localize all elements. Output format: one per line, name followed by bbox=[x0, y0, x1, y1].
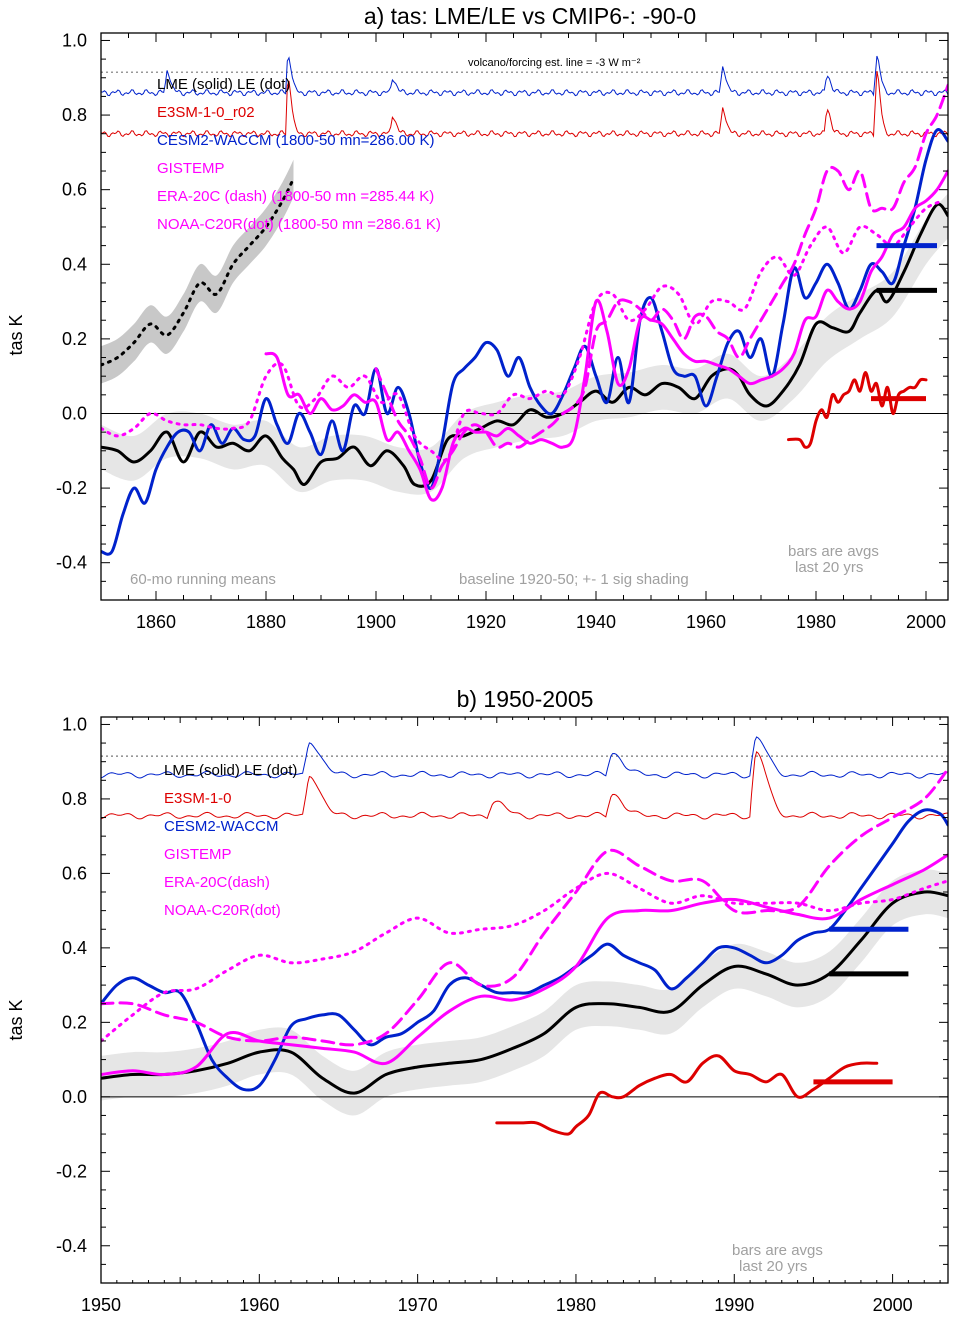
series-lme bbox=[101, 890, 948, 1095]
panel-b-bars bbox=[813, 926, 909, 1085]
y-tick-label: 0.2 bbox=[62, 329, 87, 349]
panel-b-legend-lme: LME (solid) LE (dot) bbox=[164, 762, 297, 779]
series-e3sm-1-0 bbox=[495, 1054, 879, 1136]
panel-a-bands bbox=[101, 159, 948, 495]
series-era-20c bbox=[101, 767, 948, 1047]
panel-a-legend-cesm2: CESM2-WACCM (1800-50 mn=286.00 K) bbox=[157, 132, 434, 149]
y-tick-label: 0.0 bbox=[62, 403, 87, 423]
forcing-volcanic-forcing-blue bbox=[101, 55, 948, 97]
panel-a-legend-gistemp: GISTEMP bbox=[157, 160, 225, 177]
x-tick-label: 1960 bbox=[686, 612, 726, 632]
y-tick-label: 0.0 bbox=[62, 1087, 87, 1107]
x-tick-label: 1940 bbox=[576, 612, 616, 632]
x-tick-label: 1950 bbox=[81, 1295, 121, 1315]
y-tick-label: 0.4 bbox=[62, 254, 87, 274]
y-tick-label: 1.0 bbox=[62, 30, 87, 50]
panel-b-title: b) 1950-2005 bbox=[457, 686, 594, 712]
panel-b-forcing bbox=[101, 736, 948, 1098]
panel-b-legend-e3sm: E3SM-1-0 bbox=[164, 790, 232, 807]
series-cesm2-waccm bbox=[101, 128, 948, 556]
panel-a-legend-era20c: ERA-20C (dash) (1800-50 mn =285.44 K) bbox=[157, 188, 434, 205]
panel-a-forcing bbox=[101, 55, 948, 414]
panel-b-note-bars: bars are avgs bbox=[732, 1242, 823, 1259]
panel-b-ylabel: tas K bbox=[6, 999, 26, 1040]
panel-a-ylabel: tas K bbox=[6, 314, 26, 355]
plot-frame bbox=[100, 716, 949, 1284]
y-tick-label: 0.8 bbox=[62, 105, 87, 125]
panel-a-note-last20: last 20 yrs bbox=[795, 559, 863, 576]
y-tick-label: -0.2 bbox=[56, 1161, 87, 1181]
x-tick-label: 2000 bbox=[906, 612, 946, 632]
forcing-volcanic-forcing-red bbox=[101, 71, 948, 138]
panel-a-legend: LME (solid) LE (dot) E3SM-1-0_r02 CESM2-… bbox=[157, 76, 441, 233]
series-cesm2-waccm bbox=[101, 808, 948, 1092]
x-tick-label: 1900 bbox=[356, 612, 396, 632]
panel-b-series bbox=[101, 767, 948, 1136]
panel-b-legend-cesm2: CESM2-WACCM bbox=[164, 818, 278, 835]
panel-a-volcano-label: volcano/forcing est. line = -3 W m⁻² bbox=[468, 57, 641, 69]
panel-a-legend-noaa: NOAA-C20R(dot) (1800-50 mn =286.61 K) bbox=[157, 216, 441, 233]
series-gistemp bbox=[101, 853, 948, 1077]
x-tick-label: 1960 bbox=[239, 1295, 279, 1315]
x-tick-label: 1860 bbox=[136, 612, 176, 632]
forcing-volcanic-forcing-blue bbox=[101, 736, 948, 779]
panel-b-legend-era20c: ERA-20C(dash) bbox=[164, 874, 270, 891]
panel-a-axes: 1860 1880 1900 1920 1940 1960 1980 2000 -0.4 -0.2… bbox=[56, 30, 949, 632]
panel-a-note-bars: bars are avgs bbox=[788, 543, 879, 560]
panel-b-bands bbox=[101, 869, 948, 1116]
x-tick-label: 1980 bbox=[556, 1295, 596, 1315]
panel-a-title: a) tas: LME/LE vs CMIP6-: -90-0 bbox=[364, 3, 696, 29]
series-noaa-c20r bbox=[101, 199, 944, 462]
panel-b: b) 1950-2005 1950 1960 1970 1980 1990 2000 -0.… bbox=[6, 686, 949, 1315]
panel-a-legend-e3sm: E3SM-1-0_r02 bbox=[157, 104, 255, 121]
series-era-20c bbox=[374, 83, 948, 490]
band-le-spread bbox=[101, 159, 294, 384]
x-tick-label: 1880 bbox=[246, 612, 286, 632]
x-tick-label: 1920 bbox=[466, 612, 506, 632]
series-e3sm-1-0 bbox=[787, 371, 928, 449]
panel-a-bars bbox=[871, 243, 937, 402]
x-tick-label: 1980 bbox=[796, 612, 836, 632]
panel-b-note-last20: last 20 yrs bbox=[739, 1258, 807, 1275]
band-lme-spread bbox=[101, 193, 948, 495]
y-tick-label: 0.6 bbox=[62, 863, 87, 883]
band-lme-spread bbox=[101, 869, 948, 1116]
series-le bbox=[101, 177, 295, 367]
series-gistemp bbox=[264, 169, 948, 502]
y-tick-label: -0.4 bbox=[56, 1236, 87, 1256]
panel-b-legend: LME (solid) LE (dot) E3SM-1-0 CESM2-WACC… bbox=[164, 762, 297, 919]
forcing-volcanic-forcing-red bbox=[101, 751, 948, 820]
y-tick-label: 1.0 bbox=[62, 714, 87, 734]
panel-a-series bbox=[101, 83, 948, 556]
x-tick-label: 1990 bbox=[714, 1295, 754, 1315]
y-tick-label: -0.4 bbox=[56, 553, 87, 573]
series-noaa-c20r bbox=[101, 871, 948, 1043]
panel-a-legend-lme: LME (solid) LE (dot) bbox=[157, 76, 290, 93]
panel-a-note-running-means: 60-mo running means bbox=[130, 571, 276, 588]
panel-b-legend-gistemp: GISTEMP bbox=[164, 846, 232, 863]
x-tick-label: 1970 bbox=[398, 1295, 438, 1315]
panel-a-note-baseline: baseline 1920-50; +- 1 sig shading bbox=[459, 571, 689, 588]
panel-b-legend-noaa: NOAA-C20R(dot) bbox=[164, 902, 281, 919]
y-tick-label: 0.2 bbox=[62, 1012, 87, 1032]
y-tick-label: 0.4 bbox=[62, 938, 87, 958]
series-lme bbox=[101, 202, 948, 488]
panel-b-axes: 1950 1960 1970 1980 1990 2000 -0.4 -0.2 0.0 0.2 0.… bbox=[56, 714, 949, 1315]
panel-a: a) tas: LME/LE vs CMIP6-: -90-0 1860 1880… bbox=[6, 3, 949, 632]
y-tick-label: -0.2 bbox=[56, 478, 87, 498]
y-tick-label: 0.8 bbox=[62, 789, 87, 809]
x-tick-label: 2000 bbox=[873, 1295, 913, 1315]
y-tick-label: 0.6 bbox=[62, 180, 87, 200]
plot-frame bbox=[100, 32, 949, 601]
